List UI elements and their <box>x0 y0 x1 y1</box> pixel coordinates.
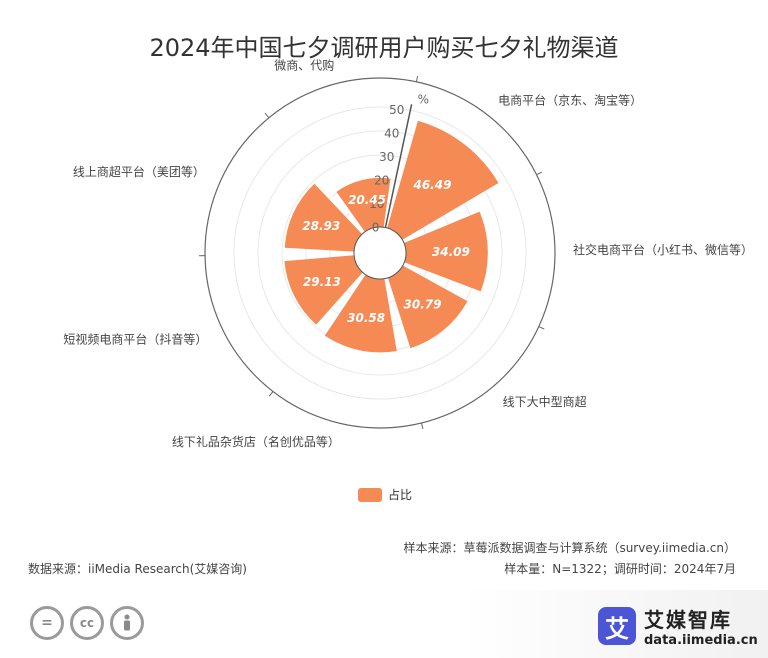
inner-hub <box>353 226 407 280</box>
value-label: 34.09 <box>432 245 470 259</box>
source-sample: 样本来源：草莓派数据调查与计算系统（survey.iimedia.cn） <box>403 541 736 555</box>
bar-sector <box>387 265 468 349</box>
value-label: 29.13 <box>303 275 341 289</box>
cc-icon: cc <box>70 606 104 640</box>
bar-sector <box>324 274 397 353</box>
category-label: 短视频电商平台（抖音等） <box>63 331 207 346</box>
outer-tick <box>415 75 419 82</box>
data-source: 数据来源：iiMedia Research(艾媒咨询) <box>28 562 247 576</box>
axis-tick-label: 10 <box>369 197 384 211</box>
bar-sector <box>336 177 391 232</box>
axis-tick-label: 20 <box>374 174 389 188</box>
outer-tick <box>264 112 270 119</box>
axis-tick-label: 30 <box>379 150 394 164</box>
bar-sector <box>284 183 363 252</box>
person-icon <box>110 606 144 640</box>
radial-axis <box>384 104 413 228</box>
brand: 艾 艾媒智库 data.iimedia.cn <box>598 604 758 648</box>
value-label: 30.79 <box>404 298 442 312</box>
outer-tick <box>268 391 274 397</box>
value-label: 20.45 <box>348 193 386 207</box>
chart-title: 2024年中国七夕调研用户购买七夕礼物渠道 <box>149 34 618 62</box>
category-label: 微商、代购 <box>274 58 334 73</box>
outer-tick <box>536 171 543 176</box>
axis-unit: % <box>418 92 429 106</box>
outer-tick <box>538 326 545 330</box>
value-label: 46.49 <box>412 178 451 192</box>
legend[interactable]: 占比 <box>358 486 412 503</box>
axis-tick-label: 0 <box>372 221 380 235</box>
bar-sector <box>387 120 499 240</box>
license-icons: = cc <box>30 606 144 640</box>
bar-sector <box>404 211 488 292</box>
category-label: 线上商超平台（美团等） <box>73 164 205 179</box>
category-label: 电商平台（京东、淘宝等） <box>498 92 642 107</box>
axis-tick-label: 40 <box>384 127 399 141</box>
grid-ring <box>233 106 527 400</box>
bar-sector <box>284 255 363 325</box>
outer-tick <box>421 422 424 429</box>
brand-logo: 艾 <box>598 607 636 645</box>
equals-icon: = <box>30 606 64 640</box>
value-label: 28.93 <box>302 219 340 233</box>
legend-swatch <box>358 487 382 502</box>
brand-name: 艾媒智库 <box>644 608 732 632</box>
brand-url: data.iimedia.cn <box>644 633 758 648</box>
axis-tick-label: 50 <box>389 103 404 117</box>
category-label: 线下大中型商超 <box>503 394 587 409</box>
grid-ring <box>257 130 503 376</box>
category-label: 线下礼品杂货店（名创优品等） <box>172 434 340 449</box>
value-label: 30.58 <box>347 311 385 325</box>
category-label: 社交电商平台（小红书、微信等） <box>573 242 753 257</box>
legend-label: 占比 <box>388 488 413 502</box>
outer-ring <box>204 77 556 429</box>
sample-size: 样本量：N=1322；调研时间：2024年7月 <box>504 562 736 576</box>
